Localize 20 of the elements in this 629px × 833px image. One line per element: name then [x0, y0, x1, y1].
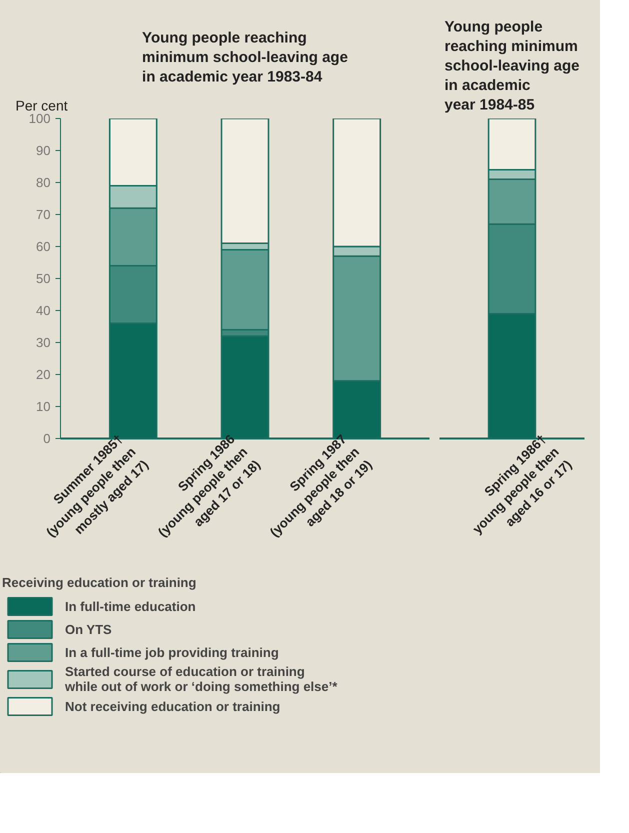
y-tick-label: 60 — [36, 239, 51, 254]
y-tick-label: 80 — [36, 175, 51, 190]
legend-label: Not receiving education or training — [65, 698, 280, 714]
y-tick-label: 100 — [28, 111, 51, 126]
y-tick-label: 40 — [36, 303, 51, 318]
y-tick-label: 20 — [36, 367, 51, 382]
y-tick-label: 10 — [36, 399, 51, 414]
legend-label: In a full-time job providing training — [65, 644, 279, 660]
y-tick-label: 30 — [36, 335, 51, 350]
legend-label: Started course of education or training while out of work or ‘doing something else’* — [65, 664, 338, 694]
y-tick-label: 50 — [36, 271, 51, 286]
legend-label: On YTS — [65, 622, 112, 636]
legend-title: Receiving education or training — [2, 575, 198, 590]
y-tick-label: 0 — [43, 431, 51, 446]
y-tick-label: 70 — [36, 207, 51, 222]
chart-title: Young people reaching minimum school-leaving age in academic year 1984-85 — [444, 18, 580, 114]
legend-label: In full-time education — [65, 598, 196, 614]
y-axis-title: Per cent — [16, 98, 68, 114]
chart-title: Young people reaching minimum school-leaving age in academic year 1983-84 — [142, 29, 348, 86]
y-tick-label: 90 — [36, 143, 51, 158]
